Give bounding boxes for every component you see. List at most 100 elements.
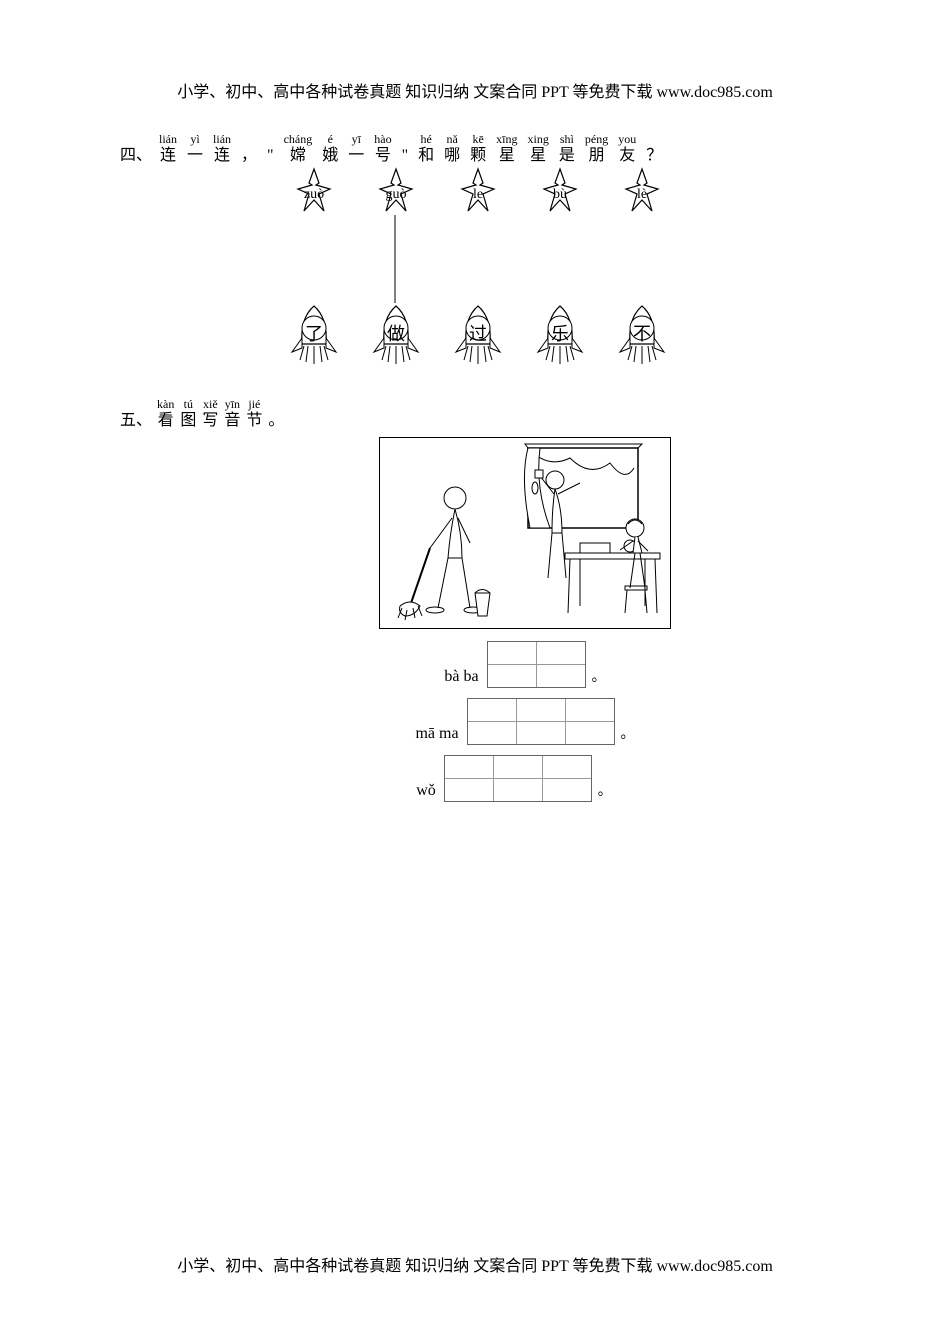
page-header: 小学、初中、高中各种试卷真题 知识归纳 文案合同 PPT 等免费下载 www.d… — [0, 78, 950, 102]
hanzi: 图 — [180, 412, 196, 430]
pinyin: hé — [420, 133, 431, 145]
pinyin-grid — [487, 641, 586, 688]
ruby-char: lián 连 — [159, 133, 177, 165]
ruby-char: jié 节 — [246, 398, 262, 430]
pinyin: é — [328, 133, 333, 145]
ruby-char: péng朋 — [585, 133, 608, 165]
pinyin: jié — [248, 398, 260, 410]
hanzi: " — [267, 147, 274, 165]
pinyin — [248, 133, 251, 145]
grid-cell[interactable] — [488, 642, 537, 665]
grid-cell[interactable] — [488, 665, 537, 687]
ruby-char: hé和 — [418, 133, 434, 165]
hanzi: ， — [241, 147, 257, 165]
hanzi: 朋 — [589, 147, 605, 165]
ruby-char: cháng 嫦 — [284, 133, 313, 165]
grid-cell[interactable] — [537, 665, 585, 687]
hanzi: 哪 — [444, 147, 460, 165]
hanzi: 友 — [619, 147, 635, 165]
ruby-char: yī一 — [348, 133, 364, 165]
ruby-char: " — [402, 133, 409, 165]
grid-cell[interactable] — [566, 722, 614, 744]
grid-cell[interactable] — [543, 756, 591, 779]
pinyin-grid — [444, 755, 592, 802]
hanzi: 音 — [224, 412, 240, 430]
q5-content: bà ba。mā ma。wǒ。 — [210, 437, 840, 802]
header-text: 小学、初中、高中各种试卷真题 知识归纳 文案合同 PPT 等免费下载 www.d… — [177, 84, 773, 101]
period: 。 — [592, 666, 606, 688]
pinyin: cháng — [284, 133, 313, 145]
ruby-char: lián 连 — [213, 133, 231, 165]
answer-row: wǒ。 — [188, 755, 840, 802]
q5-number: 五、 — [120, 398, 152, 430]
pinyin: kàn — [157, 398, 174, 410]
ruby-char: you 友 — [618, 133, 636, 165]
grid-cell[interactable] — [468, 722, 517, 744]
ruby-char: hào号 — [374, 133, 391, 165]
pinyin: lián — [213, 133, 231, 145]
q4-title: 四、 lián 连 yì一 lián 连 ， " cháng 嫦 é娥 yī一 hào号 " hé和… — [120, 130, 840, 165]
grid-cell[interactable] — [494, 779, 543, 801]
connector-line — [270, 167, 690, 382]
hanzi: 连 — [160, 147, 176, 165]
pinyin — [653, 133, 656, 145]
grid-cell[interactable] — [468, 699, 517, 722]
hanzi: ？ — [646, 147, 662, 165]
q5-title: 五、 kàn 看 tú 图 xiě 写 yīn 音 jié 节 。 — [120, 395, 840, 430]
grid-cell[interactable] — [494, 756, 543, 779]
pinyin: xing — [528, 133, 549, 145]
pinyin: tú — [184, 398, 193, 410]
ruby-char: kē 颗 — [470, 133, 486, 165]
question-5: 五、 kàn 看 tú 图 xiě 写 yīn 音 jié 节 。 — [120, 395, 840, 803]
ruby-char: kàn 看 — [157, 398, 174, 430]
pinyin — [275, 398, 278, 410]
period: 。 — [621, 723, 635, 745]
hanzi: 颗 — [470, 147, 486, 165]
pinyin: hào — [374, 133, 391, 145]
hanzi: 连 — [214, 147, 230, 165]
answer-label: wǒ — [416, 782, 436, 802]
ruby-char: nǎ哪 — [444, 133, 460, 165]
answer-row: bà ba 。 — [210, 641, 840, 688]
ruby-char: 。 — [268, 398, 284, 430]
q5-illustration — [379, 437, 671, 629]
ruby-char: ， — [241, 133, 257, 165]
pinyin: you — [618, 133, 636, 145]
hanzi: 节 — [246, 412, 262, 430]
hanzi: 星 — [499, 147, 515, 165]
pinyin: kē — [473, 133, 484, 145]
ruby-char: xing 星 — [528, 133, 549, 165]
ruby-char: " — [267, 133, 274, 165]
pinyin — [403, 133, 406, 145]
grid-cell[interactable] — [566, 699, 614, 722]
hanzi: 写 — [202, 412, 218, 430]
ruby-char: yīn 音 — [224, 398, 240, 430]
pinyin: shì — [560, 133, 574, 145]
grid-cell[interactable] — [445, 756, 494, 779]
ruby-char: yì一 — [187, 133, 203, 165]
hanzi: 看 — [158, 412, 174, 430]
hanzi: 娥 — [322, 147, 338, 165]
hanzi: 星 — [530, 147, 546, 165]
grid-cell[interactable] — [445, 779, 494, 801]
pinyin: yīn — [225, 398, 240, 410]
q4-number: 四、 — [120, 133, 152, 165]
answer-label: bà ba — [444, 668, 478, 688]
grid-cell[interactable] — [517, 699, 566, 722]
grid-cell[interactable] — [517, 722, 566, 744]
pinyin: lián — [159, 133, 177, 145]
pinyin: xiě — [203, 398, 218, 410]
hanzi: " — [402, 147, 409, 165]
matching-diagram: zuòguòlebùlè了做过乐不 — [270, 167, 690, 377]
pinyin: xīng — [496, 133, 517, 145]
pinyin-grid — [467, 698, 615, 745]
grid-cell[interactable] — [537, 642, 585, 665]
pinyin: yī — [352, 133, 361, 145]
hanzi: 。 — [268, 412, 284, 430]
pinyin — [269, 133, 272, 145]
grid-cell[interactable] — [543, 779, 591, 801]
hanzi: 是 — [559, 147, 575, 165]
hanzi: 嫦 — [290, 147, 306, 165]
page-footer: 小学、初中、高中各种试卷真题 知识归纳 文案合同 PPT 等免费下载 www.d… — [0, 1252, 950, 1276]
ruby-char: ？ — [646, 133, 662, 165]
